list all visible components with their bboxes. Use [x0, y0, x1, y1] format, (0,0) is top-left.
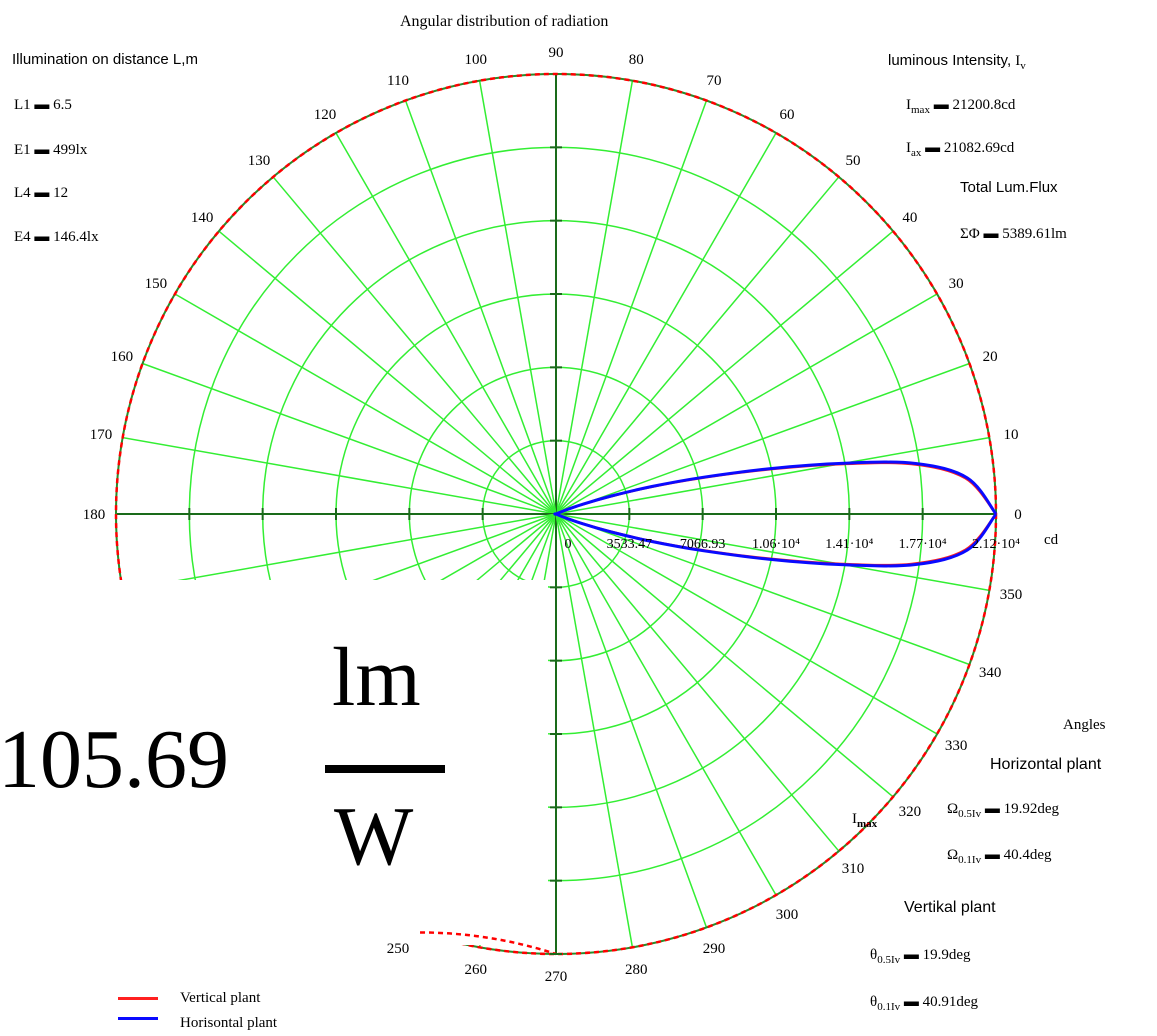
white-mask-area — [0, 580, 548, 945]
radial-tick-labels: 0 3533.47 7066.93 1.06·10⁴ 1.41·10⁴ 1.77·10⁴ 2… — [565, 532, 1059, 552]
angle-tick-label-80: 80 — [629, 52, 644, 68]
angle-tick-labels: 0 10 20 30 40 50 60 70 80 90 100 110 120 130 140 150 160… — [83, 45, 1022, 985]
angle-tick-label-330: 330 — [945, 738, 968, 754]
illumination-heading: Illumination on distance L,m — [12, 51, 198, 68]
efficacy-numerator: lm — [332, 631, 421, 724]
angle-tick-label-120: 120 — [314, 107, 337, 123]
grid-spoke — [555, 513, 634, 948]
grid-spoke — [555, 293, 938, 515]
angle-tick-label-10: 10 — [1003, 427, 1018, 443]
angle-tick-label-70: 70 — [707, 73, 722, 89]
omega-01-value: Ω0.1Iv ▬ 40.4deg — [947, 847, 1052, 866]
angle-tick-label-150: 150 — [145, 276, 168, 292]
angle-tick-label-50: 50 — [845, 153, 860, 169]
vertical-plant-heading: Vertikal plant — [904, 899, 996, 916]
grid-spoke — [555, 132, 777, 515]
angle-tick-label-300: 300 — [776, 907, 799, 923]
radial-unit-label: cd — [1044, 532, 1059, 548]
theta-05-value: θ0.5Iv ▬ 19.9deg — [870, 947, 971, 966]
total-flux-value: ΣΦ ▬ 5389.61lm — [960, 226, 1067, 242]
angle-tick-label-30: 30 — [949, 276, 964, 292]
angle-tick-label-130: 130 — [248, 153, 271, 169]
radial-tick-label: 1.41·10⁴ — [825, 537, 873, 552]
angle-tick-label-40: 40 — [902, 210, 917, 226]
grid-spoke — [218, 230, 557, 515]
grid-spoke — [272, 176, 557, 515]
grid-spoke — [555, 176, 840, 515]
grid-spoke — [335, 132, 557, 515]
angle-tick-label-0: 0 — [1014, 507, 1022, 523]
radial-tick-label: 1.06·10⁴ — [752, 537, 800, 552]
angle-tick-label-180: 180 — [83, 507, 106, 523]
imax-value: Imax ▬ 21200.8cd — [906, 97, 1016, 116]
radial-tick-label: 7066.93 — [680, 537, 726, 552]
grid-spoke — [555, 513, 840, 852]
grid-spoke — [555, 436, 990, 515]
angle-tick-label-350: 350 — [1000, 587, 1023, 603]
theta-01-value: θ0.1Iv ▬ 40.91deg — [870, 994, 979, 1013]
angle-tick-label-320: 320 — [899, 804, 922, 820]
angle-tick-label-310: 310 — [842, 861, 865, 877]
grid-spoke — [555, 513, 970, 666]
angle-tick-label-110: 110 — [387, 73, 409, 89]
angle-tick-label-90: 90 — [549, 45, 564, 61]
iax-value: Iax ▬ 21082.69cd — [906, 140, 1015, 159]
angle-tick-label-340: 340 — [979, 665, 1002, 681]
angle-tick-label-20: 20 — [983, 349, 998, 365]
grid-spoke — [555, 513, 990, 592]
grid-spoke — [555, 513, 938, 735]
grid-spoke — [122, 436, 557, 515]
chart-title: Angular distribution of radiation — [400, 13, 609, 30]
e4-value: E4 ▬ 146.4lx — [14, 229, 99, 245]
polar-grid — [115, 73, 997, 955]
grid-spoke — [555, 513, 777, 896]
omega-05-value: Ω0.5Iv ▬ 19.92deg — [947, 801, 1059, 820]
grid-spoke — [555, 230, 894, 515]
grid-spoke — [555, 100, 708, 515]
efficacy-denominator: W — [334, 790, 414, 883]
angle-tick-label-170: 170 — [90, 427, 113, 443]
legend-label-horizontal: Horisontal plant — [180, 1015, 278, 1031]
angle-tick-label-270: 270 — [545, 969, 568, 985]
angle-tick-label-160: 160 — [111, 349, 134, 365]
legend-swatch-vertical — [118, 997, 158, 1000]
l4-value: L4 ▬ 12 — [14, 185, 69, 201]
angle-tick-label-100: 100 — [465, 52, 488, 68]
angle-tick-label-250: 250 — [387, 941, 410, 957]
envelope-visible-fragment — [420, 931, 562, 956]
imax-marker-label: Imax — [852, 811, 878, 830]
grid-spoke — [555, 80, 634, 515]
efficacy-value: 105.69 — [0, 713, 229, 806]
grid-spoke — [555, 513, 708, 928]
grid-spoke — [555, 513, 894, 798]
intensity-curves — [553, 460, 998, 568]
angle-tick-label-260: 260 — [465, 962, 488, 978]
grid-spoke — [404, 100, 557, 515]
legend-label-vertical: Vertical plant — [180, 990, 261, 1006]
grid-spoke — [478, 80, 557, 515]
luminous-intensity-heading: luminous Intensity, Iv — [888, 52, 1026, 72]
envelope-fragment-arc — [420, 931, 557, 956]
l1-value: L1 ▬ 6.5 — [14, 97, 72, 113]
grid-spoke — [174, 293, 557, 515]
angle-tick-label-290: 290 — [703, 941, 726, 957]
angles-heading: Angles — [1063, 717, 1106, 733]
e1-value: E1 ▬ 499lx — [14, 142, 88, 158]
radial-tick-label: 2.12·10⁴ — [972, 537, 1020, 552]
grid-spoke — [555, 362, 970, 515]
angle-tick-label-60: 60 — [780, 107, 795, 123]
total-flux-heading: Total Lum.Flux — [960, 179, 1058, 196]
fraction-bar — [325, 765, 445, 773]
horizontal-plant-heading: Horizontal plant — [990, 756, 1102, 773]
legend-swatch-horizontal — [118, 1017, 158, 1020]
radial-tick-label: 3533.47 — [607, 537, 653, 552]
angle-tick-label-140: 140 — [191, 210, 214, 226]
radial-tick-label: 1.77·10⁴ — [899, 537, 947, 552]
grid-spoke — [122, 513, 557, 592]
grid-spoke — [142, 362, 557, 515]
series-horisontal-plant — [553, 460, 998, 568]
radial-tick-label: 0 — [565, 537, 572, 552]
angle-tick-label-280: 280 — [625, 962, 648, 978]
